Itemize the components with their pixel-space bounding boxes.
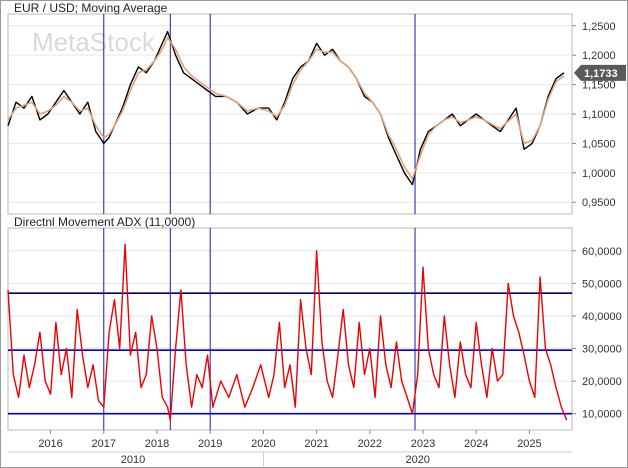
- price-y-tick-label: 1,2000: [582, 50, 616, 62]
- moving-average-line: [7, 36, 565, 180]
- adx-y-tick-label: 30,0000: [582, 344, 622, 356]
- price-y-tick-label: 1,1500: [582, 80, 616, 92]
- x-tick-label: 2017: [92, 438, 116, 450]
- x-tick-label: 2023: [411, 438, 435, 450]
- x-axis: 2016 2017 2018 2019 2020 2021 2022 2023 2024 2025…: [8, 430, 572, 466]
- x-tick-label: 2019: [198, 438, 222, 450]
- adx-series-group: [7, 243, 568, 421]
- price-y-tick-label: 1,1000: [582, 109, 616, 121]
- price-y-grid: 1,2500 1,2000 1,1500 1,1000 1,0500 1,0000 0,95…: [8, 21, 616, 209]
- last-price-badge: 1,1733: [574, 64, 626, 81]
- adx-pane-title: Directnl Movement ADX (11,0000): [14, 215, 195, 229]
- x-tick-label: 2022: [358, 438, 382, 450]
- adx-y-tick-label: 60,0000: [582, 246, 622, 258]
- last-price-label: 1,1733: [584, 68, 618, 80]
- metastock-watermark: MetaStock: [32, 27, 156, 57]
- adx-pane-frame: [7, 227, 573, 431]
- x-tick-label: 2018: [145, 438, 169, 450]
- last-price-badge-shape: [574, 64, 626, 81]
- adx-y-grid: 60,0000 50,0000 40,0000 30,0000 20,0000 10,00…: [8, 246, 622, 421]
- adx-y-tick-label: 10,0000: [582, 409, 622, 421]
- price-y-tick-label: 1,2500: [582, 21, 616, 33]
- adx-y-tick-label: 40,0000: [582, 311, 622, 323]
- price-series-group: [7, 30, 565, 186]
- x-tick-label: 2020: [251, 438, 275, 450]
- x-tick-label: 2025: [517, 438, 541, 450]
- price-pane-title: EUR / USD; Moving Average: [14, 1, 168, 15]
- x-major-tick-label: 2010: [121, 454, 145, 466]
- adx-y-tick-label: 20,0000: [582, 376, 622, 388]
- x-tick-label: 2024: [464, 438, 488, 450]
- x-tick-label: 2021: [304, 438, 328, 450]
- x-tick-label: 2016: [38, 438, 62, 450]
- price-y-tick-label: 0,9500: [582, 197, 616, 209]
- price-series-line: [7, 30, 565, 186]
- x-major-tick-label: 2020: [405, 454, 429, 466]
- adx-y-tick-label: 50,0000: [582, 278, 622, 290]
- price-y-tick-label: 1,0500: [582, 138, 616, 150]
- adx-series-line: [7, 243, 568, 421]
- price-y-tick-label: 1,0000: [582, 168, 616, 180]
